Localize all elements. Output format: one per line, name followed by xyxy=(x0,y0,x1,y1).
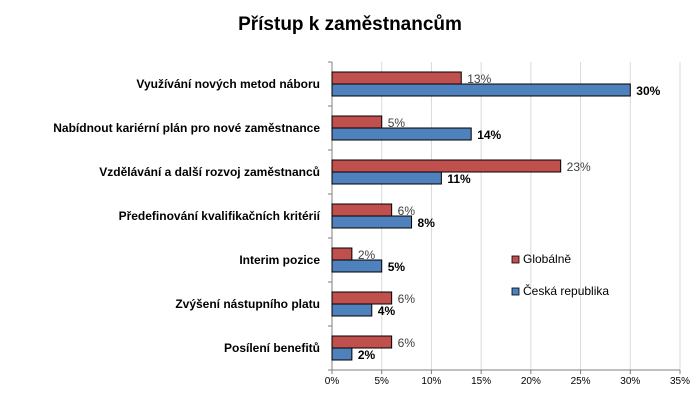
chart-title: Přístup k zaměstnancům xyxy=(238,14,462,35)
data-label: 23% xyxy=(567,160,591,174)
data-label: 14% xyxy=(477,128,501,142)
data-label: 6% xyxy=(398,292,416,306)
bar-globalne xyxy=(331,115,383,129)
data-label: 11% xyxy=(447,172,471,186)
x-tick-label: 0% xyxy=(325,376,340,387)
bar-ceska-republika xyxy=(331,171,442,185)
category-label: Využívání nových metod náboru xyxy=(136,77,320,91)
bar-globalne xyxy=(331,159,562,173)
category-label: Zvýšení nástupního platu xyxy=(175,297,320,311)
x-tick-label: 25% xyxy=(571,376,591,387)
x-tick-label: 35% xyxy=(670,376,690,387)
category-label: Předefinování kvalifikačních kritérií xyxy=(119,209,321,223)
data-label: 5% xyxy=(388,116,406,130)
data-label: 4% xyxy=(378,304,396,318)
bar-globalne xyxy=(331,247,353,261)
bar-globalne xyxy=(331,335,393,349)
bar-ceska-republika xyxy=(331,259,383,273)
legend-swatch xyxy=(511,255,520,264)
legend-label: Česká republika xyxy=(523,283,609,298)
legend-label: Globálně xyxy=(523,252,571,266)
bar-ceska-republika xyxy=(331,127,472,141)
data-label: 5% xyxy=(388,260,406,274)
category-label: Nabídnout kariérní plán pro nové zaměstn… xyxy=(53,121,320,135)
category-label: Vzdělávání a další rozvoj zaměstnanců xyxy=(99,165,320,179)
data-label: 13% xyxy=(467,72,491,86)
bar-globalne xyxy=(331,203,393,217)
bar-globalne xyxy=(331,71,462,85)
data-label: 2% xyxy=(358,348,376,362)
data-label: 6% xyxy=(398,336,416,350)
bar-ceska-republika xyxy=(331,303,373,317)
category-label: Interim pozice xyxy=(239,253,320,267)
x-tick-label: 10% xyxy=(421,376,441,387)
data-label: 2% xyxy=(358,248,376,262)
data-label: 8% xyxy=(418,216,436,230)
data-label: 6% xyxy=(398,204,416,218)
x-tick-label: 20% xyxy=(521,376,541,387)
bar-globalne xyxy=(331,291,393,305)
x-tick-label: 5% xyxy=(374,376,389,387)
data-label: 30% xyxy=(636,84,660,98)
category-label: Posílení benefitů xyxy=(224,341,320,355)
legend-swatch xyxy=(511,287,520,296)
bar-ceska-republika xyxy=(331,347,353,361)
x-tick-label: 15% xyxy=(471,376,491,387)
bar-ceska-republika xyxy=(331,215,413,229)
bar-ceska-republika xyxy=(331,83,631,97)
x-tick-label: 30% xyxy=(620,376,640,387)
